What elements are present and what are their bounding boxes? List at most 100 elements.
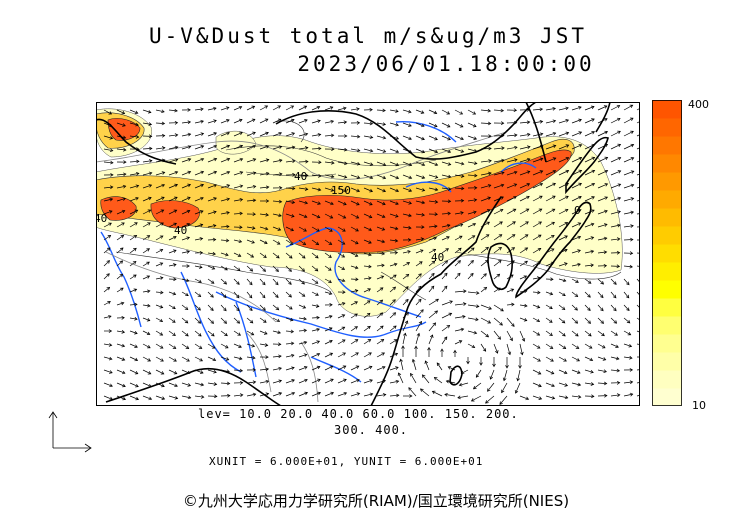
contour-labels: 40 150 40 40 0 40 <box>96 170 581 264</box>
wind-vector-head <box>512 221 516 225</box>
wind-vector-head <box>574 293 579 298</box>
wind-vector-head <box>552 157 557 161</box>
wind-vector-head <box>526 157 531 162</box>
wind-vector <box>298 119 308 124</box>
wind-vector <box>103 343 112 346</box>
wind-vector <box>272 213 282 217</box>
wind-vector-head <box>304 146 309 150</box>
wind-vector-head <box>341 339 346 343</box>
wind-vector-head <box>550 358 554 362</box>
wind-vector-head <box>249 319 254 324</box>
wind-vector <box>389 353 398 358</box>
wind-vector <box>610 317 617 324</box>
wind-vector-head <box>291 132 296 136</box>
wind-vector <box>428 310 438 319</box>
wind-vector <box>363 379 373 384</box>
wind-vector-head <box>486 221 490 225</box>
wind-vector <box>363 366 373 371</box>
wind-vector <box>493 147 505 150</box>
wind-vector <box>233 199 243 202</box>
wind-vector-head <box>210 294 214 298</box>
wind-vector-head <box>160 358 164 362</box>
wind-vector-head <box>466 361 470 365</box>
wind-vector-head <box>236 320 241 324</box>
wind-vector <box>168 236 177 241</box>
wind-vector-head <box>444 260 448 264</box>
wind-vector <box>493 221 503 228</box>
wind-vector <box>480 247 489 254</box>
wind-vector-head <box>342 228 346 232</box>
wind-vector <box>558 291 566 297</box>
wind-vector-head <box>343 161 348 166</box>
wind-vector <box>142 317 150 321</box>
wind-vector <box>155 122 165 124</box>
wind-vector <box>129 261 137 267</box>
wind-vector-head <box>316 365 321 370</box>
wind-vector-head <box>186 264 190 268</box>
wind-vector <box>623 265 633 268</box>
wind-vector <box>285 119 295 124</box>
chart-timestamp: 2023/06/01.18:00:00 <box>297 52 595 76</box>
wind-vector <box>363 326 371 332</box>
wind-vector-head <box>615 344 619 348</box>
wind-vector <box>402 200 412 204</box>
wind-vector-head <box>224 332 228 337</box>
wind-vector-head <box>147 303 151 308</box>
wind-vector <box>285 291 292 298</box>
wind-vector-head <box>604 183 609 187</box>
wind-vector <box>220 278 227 285</box>
wind-vector-head <box>511 302 515 307</box>
wind-vector <box>181 210 190 215</box>
wind-vector-head <box>396 393 400 398</box>
wind-vector-head <box>578 169 583 174</box>
wind-vector-head <box>500 121 505 126</box>
wind-vector-head <box>316 105 321 110</box>
wind-vector-head <box>316 315 320 320</box>
wind-vector <box>246 199 256 202</box>
wind-vector-head <box>328 241 333 245</box>
colorbar-step <box>652 352 682 371</box>
wind-vector <box>324 106 333 111</box>
wind-vector-head <box>275 268 279 272</box>
wind-vector-head <box>575 279 579 283</box>
wind-vector-head <box>539 195 543 199</box>
wind-vector <box>420 388 430 397</box>
wind-vector-head <box>292 159 296 163</box>
wind-vector-head <box>147 110 152 114</box>
wind-vector-head <box>616 250 621 255</box>
wind-vector <box>506 134 517 137</box>
wind-vector-head <box>536 318 541 323</box>
wind-vector-head <box>173 358 177 362</box>
wind-vector-head <box>500 108 505 113</box>
wind-vector <box>298 200 308 204</box>
wind-vector <box>337 239 345 245</box>
wind-vector-head <box>239 368 244 373</box>
wind-vector <box>168 304 176 310</box>
wind-vector-head <box>277 105 282 109</box>
wind-vector-head <box>367 339 372 343</box>
wind-vector <box>285 239 293 245</box>
wind-vector <box>454 161 464 165</box>
wind-vector-head <box>392 299 396 303</box>
wind-vector <box>389 213 399 218</box>
wind-vector <box>389 380 399 384</box>
wind-vector <box>233 304 240 311</box>
wind-vector-head <box>184 306 189 311</box>
wind-vector-head <box>239 380 244 385</box>
wind-vector <box>454 290 467 293</box>
wind-vector-head <box>460 211 464 215</box>
wind-vector <box>155 147 165 150</box>
wind-vector-head <box>420 237 425 241</box>
wind-vector-head <box>159 248 164 253</box>
wind-vector-head <box>395 162 400 167</box>
wind-vector-head <box>591 196 595 200</box>
wind-vector-head <box>419 261 423 265</box>
wind-vector <box>129 369 138 375</box>
wind-vector-head <box>329 228 333 232</box>
wind-vector <box>506 288 514 293</box>
wind-vector-head <box>601 332 605 337</box>
contour-label: 150 <box>331 184 351 197</box>
wind-vector <box>194 304 201 311</box>
wind-vector-head <box>133 235 138 239</box>
wind-vector-head <box>315 304 320 308</box>
